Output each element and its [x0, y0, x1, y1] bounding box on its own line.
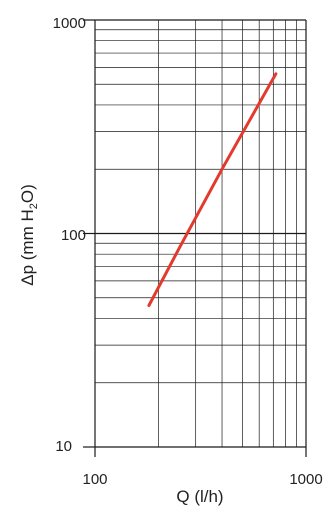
x-tick-label-100: 100	[82, 471, 107, 488]
y-tick-label-100: 100	[61, 227, 86, 244]
y-tick-label-1000: 1000	[53, 15, 86, 32]
grid-layer	[83, 19, 307, 457]
svg-text:Δp (mm H2O): Δp (mm H2O)	[18, 184, 40, 286]
y-axis-title-tail: O)	[18, 184, 37, 203]
y-axis-title-subscript: 2	[28, 203, 40, 209]
x-axis-title: Q (l/h)	[176, 487, 223, 506]
y-axis-title: Δp (mm H2O)	[18, 184, 40, 286]
series-layer	[147, 72, 278, 307]
y-axis-title-main: Δp (mm H	[18, 209, 37, 286]
series-line-0	[147, 72, 278, 307]
y-tick-label-10: 10	[55, 438, 72, 455]
x-tick-label-1000: 1000	[289, 471, 322, 488]
